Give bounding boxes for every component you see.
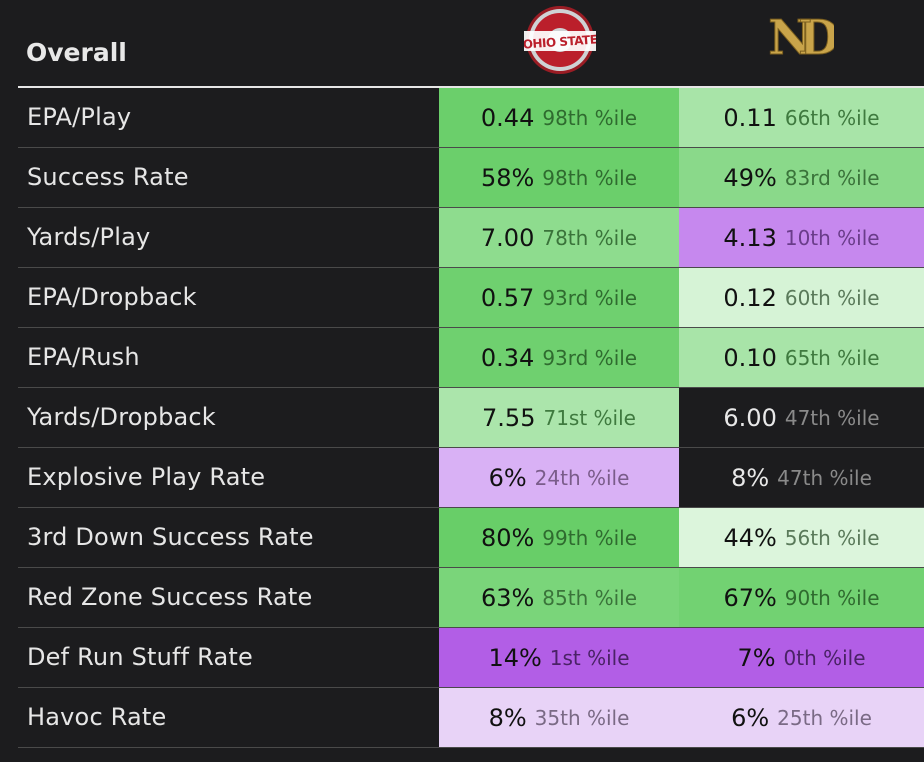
notre-dame-logo: ND <box>768 10 834 65</box>
svg-text:OHIO STATE: OHIO STATE <box>524 32 596 51</box>
notre-dame-cell: 8% 47th %ile <box>679 448 924 507</box>
notre-dame-cell: 44% 56th %ile <box>679 508 924 567</box>
table-title: Overall <box>26 38 127 67</box>
stat-value: 63% <box>480 583 535 612</box>
ohio-state-cell: 0.34 93rd %ile <box>439 328 679 387</box>
stats-table: Overall OHIO STATE ND EPA/Play 0.44 98th %… <box>18 0 924 748</box>
stat-value: 0.10 <box>723 343 777 372</box>
ohio-state-logo: OHIO STATE <box>524 6 596 74</box>
stat-value: 6% <box>731 703 770 732</box>
notre-dame-cell: 4.13 10th %ile <box>679 208 924 267</box>
svg-text:ND: ND <box>768 10 834 64</box>
stat-value: 4.13 <box>723 223 777 252</box>
row-label: Havoc Rate <box>27 703 167 731</box>
stat-percentile: 56th %ile <box>784 525 880 550</box>
stat-percentile: 90th %ile <box>784 585 880 610</box>
stat-percentile: 60th %ile <box>784 285 880 310</box>
stat-value: 0.12 <box>723 283 777 312</box>
stat-percentile: 85th %ile <box>542 585 638 610</box>
ohio-state-cell: 63% 85th %ile <box>439 568 679 627</box>
stat-percentile: 47th %ile <box>777 465 872 490</box>
stat-percentile: 83rd %ile <box>784 165 880 190</box>
ohio-state-cell: 6% 24th %ile <box>439 448 679 507</box>
table-row: EPA/Dropback 0.57 93rd %ile 0.12 60th %ile <box>18 268 924 328</box>
stat-value: 7% <box>737 643 776 672</box>
notre-dame-cell: 7% 0th %ile <box>679 628 924 687</box>
table-row: Havoc Rate 8% 35th %ile 6% 25th %ile <box>18 688 924 748</box>
stat-value: 58% <box>480 163 535 192</box>
row-label: EPA/Rush <box>27 343 140 371</box>
stat-value: 0.34 <box>480 343 535 372</box>
ohio-state-cell: 14% 1st %ile <box>439 628 679 687</box>
row-label: Def Run Stuff Rate <box>27 643 253 671</box>
stat-percentile: 98th %ile <box>542 165 638 190</box>
row-label: Red Zone Success Rate <box>27 583 313 611</box>
ohio-state-cell: 7.55 71st %ile <box>439 388 679 447</box>
table-row: Yards/Play 7.00 78th %ile 4.13 10th %ile <box>18 208 924 268</box>
stat-percentile: 1st %ile <box>549 645 630 670</box>
stat-percentile: 93rd %ile <box>542 285 638 310</box>
row-label: Yards/Dropback <box>27 403 216 431</box>
stat-value: 0.11 <box>723 103 777 132</box>
stat-percentile: 25th %ile <box>777 705 872 730</box>
row-label: EPA/Play <box>27 103 132 131</box>
table-row: EPA/Rush 0.34 93rd %ile 0.10 65th %ile <box>18 328 924 388</box>
stat-percentile: 0th %ile <box>783 645 866 670</box>
stat-value: 80% <box>480 523 535 552</box>
notre-dame-cell: 0.11 66th %ile <box>679 88 924 147</box>
stat-value: 44% <box>723 523 777 552</box>
stat-value: 6% <box>488 463 527 492</box>
notre-dame-cell: 0.12 60th %ile <box>679 268 924 327</box>
notre-dame-cell: 6% 25th %ile <box>679 688 924 747</box>
ohio-state-cell: 0.57 93rd %ile <box>439 268 679 327</box>
table-row: EPA/Play 0.44 98th %ile 0.11 66th %ile <box>18 88 924 148</box>
row-label: Explosive Play Rate <box>27 463 266 491</box>
table-row: Def Run Stuff Rate 14% 1st %ile 7% 0th %ile <box>18 628 924 688</box>
notre-dame-cell: 0.10 65th %ile <box>679 328 924 387</box>
ohio-state-cell: 58% 98th %ile <box>439 148 679 207</box>
stat-percentile: 66th %ile <box>784 105 880 130</box>
stat-value: 8% <box>731 463 770 492</box>
stat-value: 7.55 <box>482 403 536 432</box>
stat-value: 14% <box>488 643 542 672</box>
table-body: EPA/Play 0.44 98th %ile 0.11 66th %ile Succes… <box>18 88 924 748</box>
stat-percentile: 24th %ile <box>534 465 630 490</box>
notre-dame-cell: 6.00 47th %ile <box>679 388 924 447</box>
row-label: Yards/Play <box>27 223 151 251</box>
stat-percentile: 65th %ile <box>784 345 880 370</box>
table-row: Yards/Dropback 7.55 71st %ile 6.00 47th %ile <box>18 388 924 448</box>
stat-value: 0.44 <box>480 103 535 132</box>
stat-percentile: 10th %ile <box>784 225 880 250</box>
stat-value: 49% <box>723 163 777 192</box>
stat-value: 67% <box>723 583 777 612</box>
table-header: Overall OHIO STATE ND <box>18 0 924 88</box>
stat-percentile: 47th %ile <box>784 405 880 430</box>
stat-percentile: 99th %ile <box>542 525 638 550</box>
stat-value: 8% <box>488 703 527 732</box>
ohio-state-cell: 7.00 78th %ile <box>439 208 679 267</box>
stat-percentile: 93rd %ile <box>542 345 638 370</box>
table-row: Success Rate 58% 98th %ile 49% 83rd %ile <box>18 148 924 208</box>
table-row: Explosive Play Rate 6% 24th %ile 8% 47th %il… <box>18 448 924 508</box>
table-row: Red Zone Success Rate 63% 85th %ile 67% 90th… <box>18 568 924 628</box>
stat-percentile: 98th %ile <box>542 105 638 130</box>
stat-value: 0.57 <box>480 283 535 312</box>
stat-percentile: 35th %ile <box>534 705 630 730</box>
notre-dame-cell: 49% 83rd %ile <box>679 148 924 207</box>
row-label: Success Rate <box>27 163 189 191</box>
stat-percentile: 78th %ile <box>542 225 638 250</box>
row-label: EPA/Dropback <box>27 283 197 311</box>
ohio-state-cell: 0.44 98th %ile <box>439 88 679 147</box>
notre-dame-cell: 67% 90th %ile <box>679 568 924 627</box>
table-row: 3rd Down Success Rate 80% 99th %ile 44% 56th… <box>18 508 924 568</box>
ohio-state-cell: 80% 99th %ile <box>439 508 679 567</box>
row-label: 3rd Down Success Rate <box>27 523 314 551</box>
ohio-state-cell: 8% 35th %ile <box>439 688 679 747</box>
stat-value: 7.00 <box>480 223 535 252</box>
stat-percentile: 71st %ile <box>543 405 636 430</box>
stat-value: 6.00 <box>723 403 777 432</box>
